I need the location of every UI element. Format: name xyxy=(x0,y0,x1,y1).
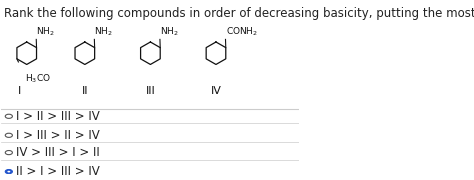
Text: IV > III > I > II: IV > III > I > II xyxy=(16,146,100,159)
Text: II: II xyxy=(82,86,88,96)
Text: NH$_2$: NH$_2$ xyxy=(160,26,179,38)
Text: NH$_2$: NH$_2$ xyxy=(36,26,55,38)
Circle shape xyxy=(5,170,12,174)
Circle shape xyxy=(5,150,12,155)
Text: I > III > II > IV: I > III > II > IV xyxy=(16,129,100,142)
Circle shape xyxy=(5,133,12,137)
Text: NH$_2$: NH$_2$ xyxy=(94,26,113,38)
Text: III: III xyxy=(146,86,155,96)
Circle shape xyxy=(8,171,10,172)
Text: II > I > III > IV: II > I > III > IV xyxy=(16,165,100,178)
Text: IV: IV xyxy=(210,86,221,96)
Text: Rank the following compounds in order of decreasing basicity, putting the most b: Rank the following compounds in order of… xyxy=(4,7,474,20)
Text: CONH$_2$: CONH$_2$ xyxy=(226,26,257,38)
Text: I > II > III > IV: I > II > III > IV xyxy=(16,110,100,123)
Text: H$_3$CO: H$_3$CO xyxy=(25,72,51,85)
Text: I: I xyxy=(18,86,21,96)
Circle shape xyxy=(5,114,12,118)
